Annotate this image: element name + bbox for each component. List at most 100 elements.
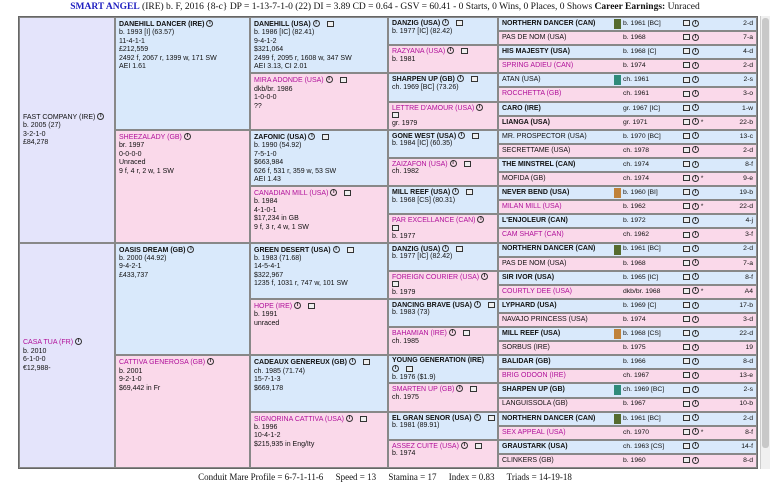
horse-name-link[interactable]: ASSEZ CUITE (USA) xyxy=(392,442,459,450)
horse-name-link[interactable]: MOFIDA (GB) xyxy=(502,174,546,182)
info-icon[interactable]: i xyxy=(452,188,464,196)
horse-name-link[interactable]: MILL REEF (USA) xyxy=(392,188,451,196)
mail-icon[interactable] xyxy=(683,231,690,238)
horse-name-link[interactable]: FAST COMPANY (IRE) xyxy=(23,113,96,121)
info-icon[interactable]: i xyxy=(691,47,699,55)
mail-icon[interactable] xyxy=(487,301,495,308)
info-icon[interactable]: i xyxy=(691,231,699,239)
info-icon[interactable]: i xyxy=(348,358,361,366)
horse-name-link[interactable]: ZAFONIC (USA) xyxy=(254,133,307,141)
horse-name-link[interactable]: NAVAJO PRINCESS (USA) xyxy=(502,315,588,323)
horse-name-link[interactable]: CLINKERS (GB) xyxy=(502,456,554,464)
horse-name-link[interactable]: CANADIAN MILL (USA) xyxy=(254,189,329,197)
horse-name-link[interactable]: DANCING BRAVE (USA) xyxy=(392,301,472,309)
horse-name-link[interactable]: GONE WEST (USA) xyxy=(392,132,457,140)
mail-icon[interactable] xyxy=(683,132,690,139)
horse-name-link[interactable]: PAS DE NOM (USA) xyxy=(502,259,567,267)
horse-name-link[interactable]: DANEHILL (USA) xyxy=(254,20,311,28)
mail-icon[interactable] xyxy=(462,330,470,337)
horse-name-link[interactable]: SIR IVOR (USA) xyxy=(502,273,555,281)
horse-name-link[interactable]: OASIS DREAM (GB) xyxy=(119,246,186,254)
horse-name-link[interactable]: SHARPEN UP (GB) xyxy=(502,386,565,394)
mail-icon[interactable] xyxy=(470,76,478,83)
mail-icon[interactable] xyxy=(683,400,690,407)
info-icon[interactable]: i xyxy=(691,202,699,210)
mail-icon[interactable] xyxy=(461,48,469,55)
info-icon[interactable]: i xyxy=(691,343,699,351)
info-icon[interactable]: i xyxy=(691,301,699,309)
horse-name-link[interactable]: SORBUS (IRE) xyxy=(502,344,550,352)
info-icon[interactable]: i xyxy=(691,174,699,182)
info-icon[interactable]: i xyxy=(691,146,699,154)
info-icon[interactable]: i xyxy=(691,33,699,41)
info-icon[interactable]: i xyxy=(691,287,699,295)
horse-name-link[interactable]: BRIG ODOON (IRE) xyxy=(502,372,566,380)
info-icon[interactable]: i xyxy=(691,160,699,168)
info-icon[interactable]: i xyxy=(691,273,699,281)
mail-icon[interactable] xyxy=(683,175,690,182)
info-icon[interactable]: i xyxy=(691,132,699,140)
horse-name-link[interactable]: PAR EXCELLANCE (CAN) xyxy=(392,217,476,225)
scrollbar-thumb[interactable] xyxy=(762,18,769,448)
mail-icon[interactable] xyxy=(683,316,690,323)
info-icon[interactable]: i xyxy=(691,371,699,379)
horse-name-link[interactable]: MILAN MILL (USA) xyxy=(502,203,562,211)
mail-icon[interactable] xyxy=(683,76,690,83)
horse-name-link[interactable]: ATAN (USA) xyxy=(502,76,541,84)
info-icon[interactable]: i xyxy=(691,428,699,436)
mail-icon[interactable] xyxy=(683,217,690,224)
mail-icon[interactable] xyxy=(339,77,347,84)
info-icon[interactable]: i xyxy=(442,19,454,27)
mail-icon[interactable] xyxy=(683,245,690,252)
info-icon[interactable]: i xyxy=(312,20,325,28)
horse-name-link[interactable]: CATTIVA GENEROSA (GB) xyxy=(119,359,206,367)
info-icon[interactable]: i xyxy=(481,272,493,281)
info-icon[interactable]: i xyxy=(691,315,699,323)
horse-name-link[interactable]: SPRING ADIEU (CAN) xyxy=(502,62,574,70)
info-icon[interactable]: i xyxy=(691,400,699,408)
mail-icon[interactable] xyxy=(683,90,690,97)
mail-icon[interactable] xyxy=(683,457,690,464)
mail-icon[interactable] xyxy=(683,20,690,27)
horse-name-link[interactable]: L'ENJOLEUR (CAN) xyxy=(502,217,568,225)
info-icon[interactable]: i xyxy=(308,132,320,141)
mail-icon[interactable] xyxy=(683,34,690,41)
horse-name-link[interactable]: ZAIZAFON (USA) xyxy=(392,160,448,168)
horse-name-link[interactable]: DANZIG (USA) xyxy=(392,245,441,253)
horse-name-link[interactable]: LETTRE D'AMOUR (USA) xyxy=(392,104,475,112)
mail-icon[interactable] xyxy=(683,386,690,393)
horse-name-link[interactable]: SHARPEN UP (GB) xyxy=(392,76,455,84)
info-icon[interactable]: i xyxy=(477,216,489,224)
mail-icon[interactable] xyxy=(683,104,690,111)
info-icon[interactable]: i xyxy=(449,159,462,168)
horse-name-link[interactable]: MR. PROSPECTOR (USA) xyxy=(502,132,587,140)
info-icon[interactable]: i xyxy=(691,456,699,464)
info-icon[interactable]: i xyxy=(691,90,699,98)
mail-icon[interactable] xyxy=(326,21,334,27)
info-icon[interactable]: i xyxy=(345,414,358,423)
info-icon[interactable]: i xyxy=(691,259,699,267)
info-icon[interactable]: i xyxy=(442,244,454,253)
info-icon[interactable]: i xyxy=(207,358,219,366)
horse-name-link[interactable]: DANZIG (USA) xyxy=(392,19,441,27)
horse-name-link[interactable]: DANEHILL DANCER (IRE) xyxy=(119,20,205,28)
mail-icon[interactable] xyxy=(683,358,690,365)
info-icon[interactable]: i xyxy=(691,357,699,365)
mail-icon[interactable] xyxy=(683,203,690,210)
info-icon[interactable]: i xyxy=(691,386,699,394)
info-icon[interactable]: i xyxy=(691,118,699,126)
mail-icon[interactable] xyxy=(470,386,478,393)
horse-name-link[interactable]: CARO (IRE) xyxy=(502,104,541,112)
horse-name-link[interactable]: LANGUISSOLA (GB) xyxy=(502,400,568,408)
info-icon[interactable]: i xyxy=(691,329,699,337)
info-icon[interactable]: i xyxy=(75,338,87,346)
mail-icon[interactable] xyxy=(683,302,690,309)
horse-name-link[interactable]: SMART ANGEL xyxy=(70,2,140,12)
info-icon[interactable]: i xyxy=(691,414,699,422)
mail-icon[interactable] xyxy=(456,245,464,252)
info-icon[interactable]: i xyxy=(330,189,342,197)
horse-name-link[interactable]: LYPHARD (USA) xyxy=(502,301,557,309)
mail-icon[interactable] xyxy=(405,365,413,372)
mail-icon[interactable] xyxy=(683,118,690,125)
horse-name-link[interactable]: MIRA ADONDE (USA) xyxy=(254,77,324,85)
